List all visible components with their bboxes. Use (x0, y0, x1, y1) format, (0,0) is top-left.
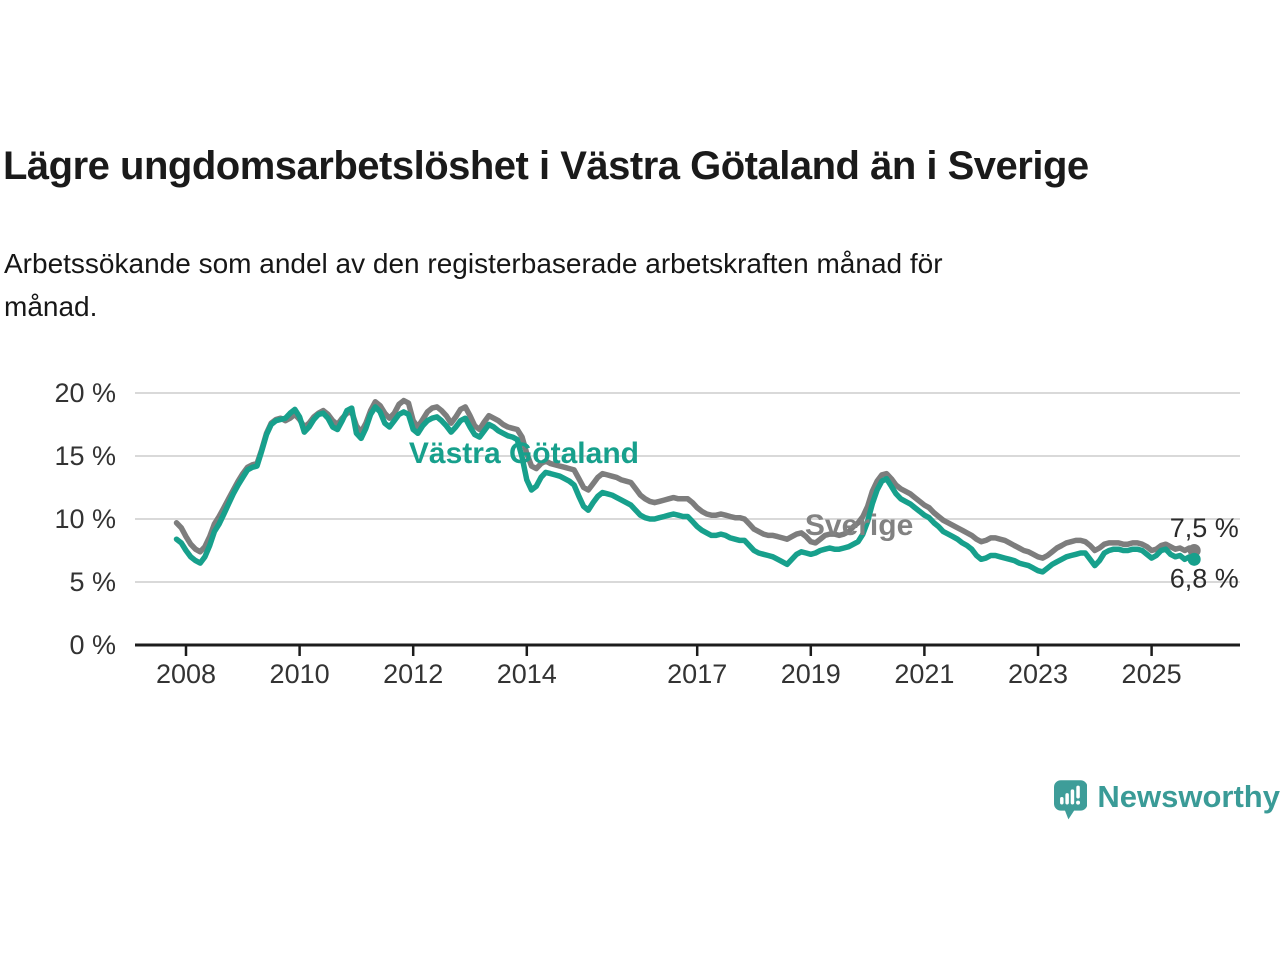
logo-bar-1 (1060, 796, 1064, 805)
x-axis-tick-label: 2025 (1122, 659, 1182, 689)
end-label-sverige: 7,5 % (1170, 513, 1239, 543)
newsworthy-logo-icon (1054, 780, 1088, 820)
page-title: Lägre ungdomsarbetslöshet i Västra Götal… (3, 144, 1089, 188)
y-axis-tick-label: 20 % (54, 378, 116, 408)
y-axis-tick-label: 0 % (69, 630, 116, 660)
end-label-vastra-gotaland: 6,8 % (1170, 563, 1239, 593)
series-end-dot-v-stra-g-taland (1187, 552, 1201, 566)
series-label-vastra-gotaland: Västra Götaland (409, 437, 639, 470)
x-axis-tick-label: 2023 (1008, 659, 1068, 689)
x-axis-tick-label: 2021 (894, 659, 954, 689)
x-axis-tick-label: 2019 (781, 659, 841, 689)
y-axis-tick-label: 15 % (54, 441, 116, 471)
x-axis-tick-label: 2017 (667, 659, 727, 689)
logo-bar-2 (1065, 793, 1069, 805)
x-axis-tick-label: 2008 (156, 659, 216, 689)
newsworthy-logo: Newsworthy (1054, 774, 1280, 826)
x-axis-tick-label: 2012 (383, 659, 443, 689)
y-axis-tick-label: 5 % (69, 567, 116, 597)
series-label-sverige: Sverige (805, 509, 913, 542)
subtitle-line-1: Arbetssökande som andel av den registerb… (4, 248, 943, 279)
logo-bar-3 (1070, 789, 1075, 805)
y-axis-tick-label: 10 % (54, 504, 116, 534)
series-line-v-stra-g-taland (173, 404, 1197, 575)
logo-exclamation-dot (1076, 800, 1081, 805)
subtitle-line-2: månad. (4, 291, 98, 323)
logo-exclamation-stem (1076, 785, 1080, 799)
x-axis-tick-label: 2014 (497, 659, 557, 689)
newsworthy-logo-text: Newsworthy (1097, 779, 1280, 814)
chart-subtitle: Arbetssökande som andel av den registerb… (4, 242, 1184, 329)
line-chart: 0 % 5 % 10 % 15 % 20 % 2008 2010 2012 2014 2017 20… (54, 378, 1240, 689)
x-axis-tick-label: 2010 (270, 659, 330, 689)
